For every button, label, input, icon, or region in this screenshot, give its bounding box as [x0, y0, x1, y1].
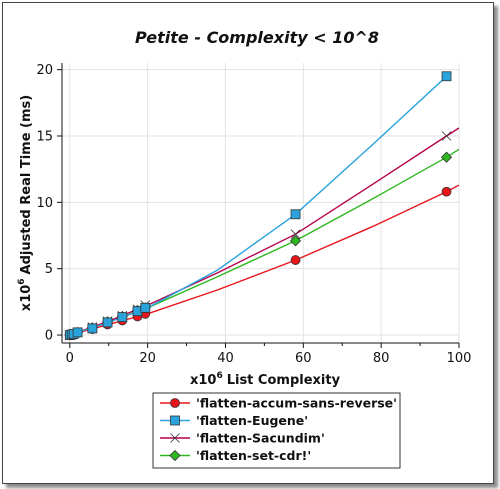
legend-label-2: 'flatten-Sacundim': [196, 431, 325, 446]
y-axis-title: x106 Adjusted Real Time (ms): [17, 95, 34, 311]
axes: 0 20 40 60 80 100 0 5 10 15 20: [36, 63, 471, 366]
y-tick-label-3: 15: [36, 129, 53, 144]
legend-label-3: 'flatten-set-cdr!': [196, 448, 311, 463]
chart-frame: Petite - Complexity < 10^8 0 20 40 60 80 100 0…: [2, 2, 494, 484]
y-axis-label: Adjusted Real Time (ms): [19, 95, 34, 275]
series-1-point-3: [72, 327, 83, 338]
legend-label-1: 'flatten-Eugene': [196, 413, 308, 428]
y-tick-label-0: 0: [45, 329, 53, 344]
plot-area: [62, 63, 459, 343]
series-2-line: [69, 127, 459, 336]
grid: [62, 63, 460, 343]
legend-marker-1: [170, 415, 180, 426]
x-tick-label-3: 60: [295, 351, 312, 366]
x-tick-label-5: 100: [447, 351, 472, 366]
y-tick-label-1: 5: [45, 262, 53, 277]
x-tick-label-4: 80: [373, 351, 390, 366]
y-axis-unit-exponent: 6: [17, 278, 27, 284]
legend-marker-0: [170, 398, 180, 408]
series-1-point-8: [140, 302, 151, 313]
series-1: [64, 71, 452, 340]
x-axis-label: List Complexity: [227, 373, 341, 388]
legend-items: 'flatten-accum-sans-reverse' 'flatten-Eug…: [160, 396, 397, 463]
legend-marker-2: [170, 433, 180, 443]
series-layer: [64, 71, 459, 341]
series-3-point-10: [440, 151, 453, 163]
legend-label-0: 'flatten-accum-sans-reverse': [196, 396, 397, 411]
series-1-point-4: [87, 323, 98, 334]
x-tick-label-2: 40: [217, 351, 234, 366]
series-1-point-10: [441, 71, 452, 82]
series-1-point-5: [102, 317, 113, 328]
legend: 'flatten-accum-sans-reverse' 'flatten-Eug…: [152, 392, 401, 469]
y-tick-label-4: 20: [36, 63, 53, 78]
x-tick-label-1: 20: [139, 351, 156, 366]
series-3-point-9: [289, 235, 302, 247]
x-axis-unit-prefix: x10: [190, 373, 216, 388]
chart-title: Petite - Complexity < 10^8: [135, 28, 379, 47]
line-chart: Petite - Complexity < 10^8 0 20 40 60 80 1000…: [17, 28, 471, 469]
legend-box: [152, 392, 401, 469]
y-axis-unit-prefix: x10: [19, 285, 34, 311]
series-0-line: [69, 184, 459, 336]
series-1-point-9: [290, 209, 301, 220]
series-2-point-9: [290, 229, 301, 239]
series-0-point-10: [441, 186, 452, 197]
y-tick-label-2: 10: [36, 196, 53, 211]
x-axis-title: x106 List Complexity: [190, 371, 341, 388]
series-0-point-9: [290, 255, 301, 265]
x-axis-unit-exponent: 6: [216, 371, 222, 381]
series-1-point-6: [117, 312, 128, 323]
x-tick-label-0: 0: [66, 351, 74, 366]
legend-marker-3: [169, 449, 181, 462]
series-2-point-10: [441, 131, 452, 141]
